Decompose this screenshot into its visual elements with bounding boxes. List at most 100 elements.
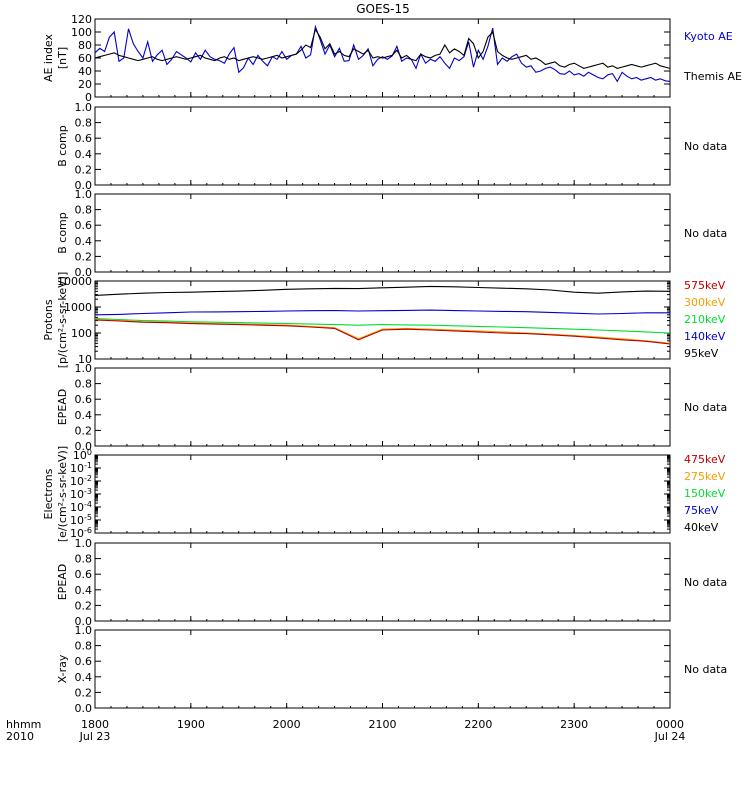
- legend-entry: 40keV: [684, 521, 719, 534]
- no-data-label: No data: [684, 140, 727, 153]
- y-axis-label: EPEAD: [56, 564, 69, 601]
- y-axis-label: B comp: [56, 125, 69, 167]
- y-tick-label: 0.2: [75, 163, 93, 176]
- y-tick-label: 0.0: [75, 179, 93, 192]
- legend-entry: 475keV: [684, 453, 726, 466]
- legend-entry: 575keV: [684, 279, 726, 292]
- no-data-label: No data: [684, 663, 727, 676]
- series-line-95kev: [95, 285, 670, 296]
- y-axis-label: [nT]: [56, 47, 69, 69]
- no-data-label: No data: [684, 227, 727, 240]
- series-line-575kev: [95, 319, 670, 345]
- y-tick-label: 1000: [64, 301, 92, 314]
- legend-entry: 300keV: [684, 296, 726, 309]
- panel-frame: [94, 454, 671, 534]
- y-tick-label: 120: [71, 13, 92, 26]
- y-tick-label: 1.0: [75, 537, 93, 550]
- x-tick-label: 2200: [464, 718, 492, 731]
- y-tick-label: 1.0: [75, 188, 93, 201]
- y-tick-label: 0.4: [75, 584, 93, 597]
- panel-frame: [94, 193, 671, 273]
- y-axis-label: Electrons: [42, 468, 55, 519]
- legend-entry: 75keV: [684, 504, 719, 517]
- y-tick-label: 80: [78, 39, 92, 52]
- y-tick-label: 0.6: [75, 655, 93, 668]
- y-tick-label: 10: [78, 353, 92, 366]
- y-tick-label: 0.6: [75, 568, 93, 581]
- y-tick-label: 0.4: [75, 409, 93, 422]
- y-axis-label: Protons: [42, 299, 55, 340]
- y-tick-label: 0.2: [75, 599, 93, 612]
- y-tick-label: 0.2: [75, 250, 93, 263]
- series-line-210kev: [95, 317, 670, 334]
- x-tick-label: 1900: [177, 718, 205, 731]
- legend-entry: Kyoto AE: [684, 30, 733, 43]
- no-data-label: No data: [684, 401, 727, 414]
- x-date-label: Jul 23: [79, 730, 111, 743]
- y-axis-label: X-ray: [56, 654, 69, 683]
- y-tick-label: 100: [71, 327, 92, 340]
- y-tick-label: 10-1: [70, 461, 92, 475]
- legend-entry: 210keV: [684, 313, 726, 326]
- y-tick-label: 0.4: [75, 671, 93, 684]
- y-tick-label: 0.8: [75, 640, 93, 653]
- y-tick-label: 10000: [57, 275, 92, 288]
- y-tick-label: 0.2: [75, 686, 93, 699]
- y-tick-label: 0.8: [75, 553, 93, 566]
- panel-8: 0.0 0.2 0.4 0.6 0.8 1.0 X-ray No data: [56, 624, 727, 715]
- x-tick-label: 2000: [273, 718, 301, 731]
- x-tick-label: 2100: [369, 718, 397, 731]
- series-line-140kev: [95, 309, 670, 316]
- y-tick-label: 0.0: [75, 702, 93, 715]
- panel-7: 0.0 0.2 0.4 0.6 0.8 1.0 EPEAD No data: [56, 537, 727, 628]
- y-tick-label: 100: [73, 448, 92, 462]
- series-line-themis-ae: [95, 28, 670, 69]
- y-axis-label: [p/(cm²-s-sr-keV)]: [56, 272, 69, 369]
- y-tick-label: 60: [78, 52, 92, 65]
- x-date-label: Jul 24: [654, 730, 686, 743]
- panel-frame: [94, 542, 671, 622]
- y-tick-label: 10-4: [70, 500, 92, 514]
- y-tick-label: 0.4: [75, 235, 93, 248]
- corner-label-hhmm: hhmm: [6, 718, 41, 731]
- y-tick-label: 10-5: [70, 513, 92, 527]
- y-axis-label: EPEAD: [56, 389, 69, 426]
- y-axis-label: [e/(cm²-s-sr-keV)]: [56, 446, 69, 542]
- y-tick-label: 10-6: [70, 526, 92, 540]
- y-tick-label: 10-3: [70, 487, 92, 501]
- y-tick-label: 1.0: [75, 101, 93, 114]
- panel-frame: [94, 629, 671, 709]
- y-tick-label: 1.0: [75, 624, 93, 637]
- legend-entry: 140keV: [684, 330, 726, 343]
- x-tick-label: 0000: [656, 718, 684, 731]
- chart-title: GOES-15: [356, 2, 410, 16]
- y-tick-label: 0.8: [75, 378, 93, 391]
- x-tick-label: 2300: [560, 718, 588, 731]
- corner-label-year: 2010: [6, 730, 34, 743]
- y-tick-label: 0.6: [75, 219, 93, 232]
- panel-3: 0.0 0.2 0.4 0.6 0.8 1.0 B comp No data: [56, 188, 727, 279]
- y-tick-label: 0.6: [75, 132, 93, 145]
- y-tick-label: 20: [78, 78, 92, 91]
- panel-5: 0.0 0.2 0.4 0.6 0.8 1.0 EPEAD No data: [56, 362, 727, 453]
- y-tick-label: 0.8: [75, 117, 93, 130]
- legend-entry: 150keV: [684, 487, 726, 500]
- y-tick-label: 0.0: [75, 615, 93, 628]
- legend-entry: Themis AE: [683, 70, 742, 83]
- y-tick-label: 0.0: [75, 266, 93, 279]
- y-tick-label: 1.0: [75, 362, 93, 375]
- legend-entry: 275keV: [684, 470, 726, 483]
- y-tick-label: 0.8: [75, 204, 93, 217]
- y-tick-label: 0: [85, 91, 92, 104]
- y-tick-label: 0.2: [75, 424, 93, 437]
- x-tick-label: 1800: [81, 718, 109, 731]
- y-tick-label: 40: [78, 65, 92, 78]
- panel-frame: [94, 367, 671, 447]
- no-data-label: No data: [684, 576, 727, 589]
- panel-2: 0.0 0.2 0.4 0.6 0.8 1.0 B comp No data: [56, 101, 727, 192]
- y-tick-label: 0.6: [75, 393, 93, 406]
